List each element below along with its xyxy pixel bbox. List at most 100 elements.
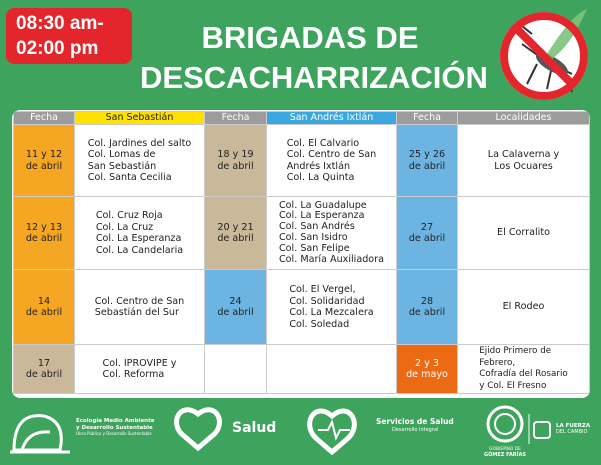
title-line: DESCACHARRIZACIÓN xyxy=(140,60,488,95)
table-cell: La Calaverna y Los Ocuares xyxy=(457,124,590,197)
column-header: San Andrés Ixtlán xyxy=(266,111,397,125)
table: Fecha San Sebastián Fecha San Andrés Ixtlán… xyxy=(13,111,590,394)
cell-line: de abril xyxy=(25,369,63,380)
column-header: Localidades xyxy=(457,111,590,125)
table-cell xyxy=(204,344,267,394)
cell-content: 25 y 26 de abril xyxy=(397,149,457,172)
cell-content: 11 y 12 de abril xyxy=(14,149,74,172)
cell-content: Col. Jardines del salto Col. Lomas de San … xyxy=(88,138,191,184)
cell-content: El Corralito xyxy=(458,227,589,239)
title-line: BRIGADAS DE xyxy=(201,20,419,55)
cell-line: El Corralito xyxy=(497,227,550,239)
cell-line: Los Ocuares xyxy=(494,160,553,172)
footer-text: y Desarrollo Sustentable xyxy=(76,425,153,431)
cell-line: Col. El Calvario xyxy=(286,137,360,149)
table-cell: El Corralito xyxy=(457,196,590,270)
cell-line: Sebastián del Sur xyxy=(94,307,179,318)
table-cell: Col. El Vergel, Col. Solidaridad Col. La M… xyxy=(266,269,397,345)
cell-content: 2 y 3 de mayo xyxy=(397,358,457,381)
cell-line: Col. La Cruz xyxy=(95,221,154,233)
table-row: 17 de abril Col. IPROVIPE y Col. Reforma 2 y… xyxy=(13,344,590,394)
table-cell: Col. IPROVIPE y Col. Reforma xyxy=(74,344,205,394)
cell-line: Cofradía del Rosario xyxy=(479,369,568,379)
footer-text: LA FUERZA xyxy=(556,423,591,429)
table-cell: 28 de abril xyxy=(396,269,458,345)
cell-line: Col. San Felipe xyxy=(278,242,350,254)
table-cell: Ejido Primero de Febrero, Cofradía del Ros… xyxy=(457,344,590,394)
cell-line: Andrés Ixtlán xyxy=(286,160,351,172)
cell-line: 24 xyxy=(229,295,242,307)
footer-text: Ecología Medio Ambiente xyxy=(76,417,155,424)
cell-line: Col. IPROVIPE y xyxy=(102,357,177,369)
column-header: Fecha xyxy=(396,111,458,125)
cell-content: 20 y 21 de abril xyxy=(205,222,266,245)
cell-content: 24 de abril xyxy=(205,296,266,319)
cell-line: de mayo xyxy=(406,369,448,380)
cell-line: La Calaverna y xyxy=(487,149,560,160)
footer-text: DEL CAMBIO xyxy=(556,429,588,435)
cell-content: 18 y 19 de abril xyxy=(205,149,266,172)
salud-logo xyxy=(174,407,222,452)
cell-line: Col. El Vergel, xyxy=(289,284,356,295)
cell-line: de abril xyxy=(217,307,254,318)
footer-text: Desarrollo Integral xyxy=(392,427,438,433)
mosquito-icon xyxy=(500,9,588,100)
cell-line: Col. San Andrés xyxy=(278,221,355,233)
cell-line: El Rodeo xyxy=(502,301,545,313)
table-cell: Col. Jardines del salto Col. Lomas de San … xyxy=(74,124,205,197)
table-cell: 14 de abril xyxy=(13,269,75,345)
cell-line: Col. La Mezcalera xyxy=(289,307,374,318)
table-cell xyxy=(266,344,397,394)
cell-line: Ejido Primero de xyxy=(479,346,552,356)
gobierno-seal xyxy=(486,405,524,443)
cell-line: 18 y 19 xyxy=(217,149,254,160)
table-cell: Col. Cruz Roja Col. La Cruz Col. La Espera… xyxy=(74,196,205,270)
cell-line: Col. Centro de San xyxy=(286,149,377,160)
cell-content: Col. La Guadalupe Col. La Esperanza Col. S… xyxy=(278,200,384,266)
footer: Ecología Medio Ambiente y Desarrollo Sus… xyxy=(10,405,591,458)
cell-line: Col. La Quinta xyxy=(286,172,355,183)
cell-line: de abril xyxy=(408,233,446,244)
column-header: Fecha xyxy=(13,111,75,125)
cell-content: 28 de abril xyxy=(397,296,457,319)
cell-line: de abril xyxy=(25,160,63,172)
table-cell: 2 y 3 de mayo xyxy=(396,344,458,394)
cell-line: Col. Lomas de xyxy=(87,149,156,160)
cell-line: 12 y 13 xyxy=(25,221,63,233)
cell-line: Col. Soledad xyxy=(289,318,350,330)
cell-line: Col. Centro de San xyxy=(94,295,185,307)
cell-content: Col. El Vergel, Col. Solidaridad Col. La M… xyxy=(289,284,373,330)
footer-text: Obra Pública y Desarrollo Sustentable xyxy=(76,431,152,436)
table-cell: Col. Centro de San Sebastián del Sur xyxy=(74,269,205,345)
footer-text: GOBIERNO DE xyxy=(489,446,521,452)
cell-line: y Col. El Fresno xyxy=(479,380,547,391)
cell-line: 14 xyxy=(37,295,51,307)
cell-line: Col. María Auxiliadora xyxy=(278,253,384,265)
cell-line: de abril xyxy=(25,233,63,244)
cell-line: Col. Reforma xyxy=(102,369,165,380)
cell-line: de abril xyxy=(25,307,63,318)
cell-content: 12 y 13 de abril xyxy=(14,222,74,245)
cell-line: de abril xyxy=(217,160,254,172)
servicios-logo xyxy=(307,408,357,456)
column-header: Fecha xyxy=(204,111,267,125)
ecologia-logo xyxy=(10,414,70,454)
cell-content: Col. Cruz Roja Col. La Cruz Col. La Espera… xyxy=(96,210,183,256)
table-row: 14 de abril Col. Centro de San Sebastián de… xyxy=(13,269,590,345)
table-row: 11 y 12 de abril Col. Jardines del salto Co… xyxy=(13,124,590,197)
table-cell: 25 y 26 de abril xyxy=(396,124,458,197)
time-line: 02:00 pm xyxy=(16,38,99,59)
table-cell: Col. La Guadalupe Col. La Esperanza Col. S… xyxy=(266,196,397,270)
cell-line: Col. La Esperanza xyxy=(278,210,365,222)
cell-line: 25 y 26 xyxy=(408,149,446,160)
cell-line: Col. La Candelaria xyxy=(95,244,184,256)
time-line: 08:30 am- xyxy=(16,13,104,34)
time-badge: 08:30 am- 02:00 pm xyxy=(6,8,132,64)
cell-line: 17 xyxy=(37,357,51,369)
schedule-table: Fecha San Sebastián Fecha San Andrés Ixtlán… xyxy=(12,110,590,398)
cell-line: Col. La Esperanza xyxy=(95,233,182,244)
cell-content: El Rodeo xyxy=(458,301,589,313)
cell-line: Col. San Isidro xyxy=(278,232,348,243)
cell-line: de abril xyxy=(408,307,446,318)
